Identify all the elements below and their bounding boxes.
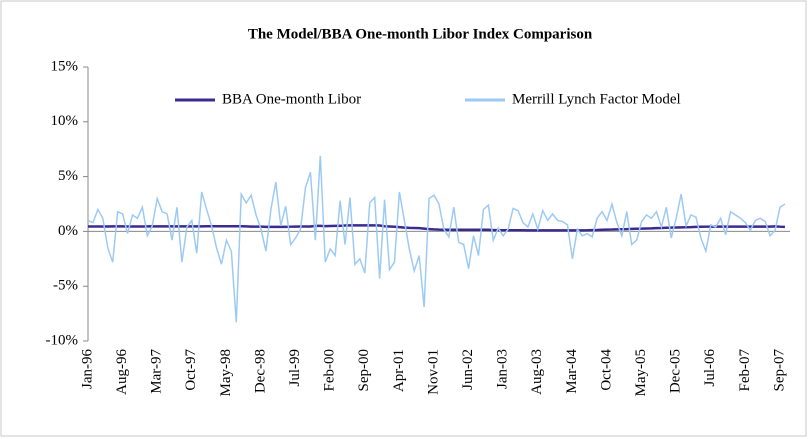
x-tick-label: May-05: [633, 349, 649, 397]
y-tick-label: 15%: [51, 58, 79, 74]
x-tick-label: Jul-06: [702, 349, 718, 387]
legend-label: BBA One-month Libor: [222, 91, 361, 107]
x-tick-label: Jun-02: [460, 349, 476, 390]
series-line: [87, 155, 786, 323]
x-tick-label: Sep-00: [356, 349, 372, 392]
legend-label: Merrill Lynch Factor Model: [512, 91, 681, 107]
x-tick-label: Dec-05: [668, 349, 684, 393]
x-tick-label: Mar-97: [149, 349, 165, 394]
x-tick-label: Jan-03: [495, 349, 511, 389]
x-tick-label: Dec-98: [252, 349, 268, 393]
x-tick-label: Sep-07: [771, 349, 787, 392]
x-tick-label: May-98: [218, 349, 234, 397]
y-tick-label: 10%: [51, 113, 79, 129]
x-tick-label: Oct-04: [598, 349, 614, 391]
y-tick-label: -5%: [53, 278, 78, 294]
x-tick-label: Aug-96: [114, 349, 130, 395]
x-tick-label: Apr-01: [391, 349, 407, 392]
chart-title: The Model/BBA One-month Libor Index Comp…: [248, 26, 593, 42]
x-tick-label: Aug-03: [529, 349, 545, 395]
x-tick-label: Mar-04: [564, 349, 580, 394]
y-tick-label: 0%: [58, 223, 78, 239]
y-tick-label: 5%: [58, 168, 78, 184]
x-tick-label: Jan-96: [79, 349, 95, 389]
x-tick-label: Feb-07: [737, 349, 753, 392]
x-tick-label: Jul-99: [287, 349, 303, 387]
y-tick-label: -10%: [46, 332, 79, 348]
series-line: [88, 224, 785, 232]
x-tick-label: Feb-00: [322, 349, 338, 392]
x-tick-label: Nov-01: [425, 349, 441, 395]
x-tick-label: Oct-97: [183, 349, 199, 391]
